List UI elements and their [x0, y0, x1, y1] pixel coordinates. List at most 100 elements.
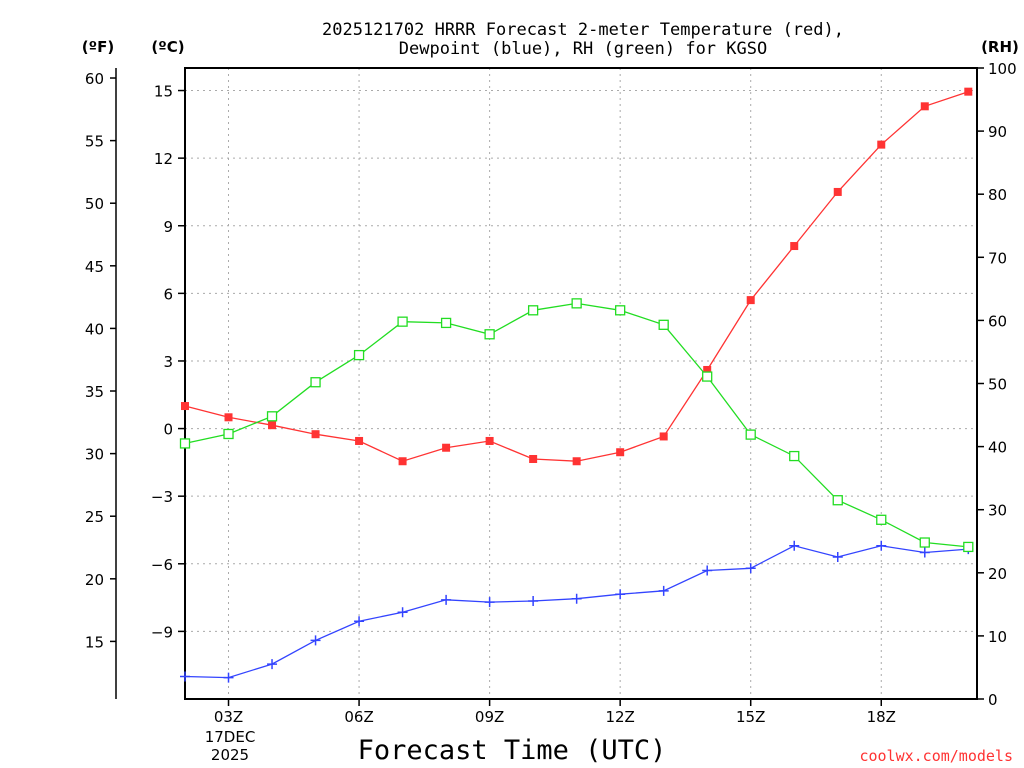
temperature-point — [224, 413, 233, 422]
rh-point — [876, 514, 887, 525]
chart-title-line1: 2025121702 HRRR Forecast 2-meter Tempera… — [322, 20, 844, 40]
rh-point — [832, 495, 843, 506]
rh-tick-label: 30 — [988, 502, 1007, 520]
dewpoint-point — [658, 585, 669, 596]
date-label-day: 17DEC — [205, 728, 256, 746]
x-tick-label: 15Z — [736, 708, 765, 726]
rh-point — [658, 319, 669, 330]
celsius-tick-label: −6 — [151, 556, 173, 574]
rh-point — [615, 305, 626, 316]
temperature-point — [268, 421, 277, 430]
rh-point — [440, 317, 452, 329]
rh-point — [266, 411, 278, 422]
fahrenheit-tick-label: 15 — [85, 633, 104, 651]
dewpoint-line — [184, 545, 969, 679]
celsius-tick-label: 15 — [154, 83, 173, 101]
celsius-tick-label: −3 — [151, 488, 173, 506]
dewpoint-point — [789, 540, 800, 551]
dewpoint-point — [702, 565, 713, 576]
rh-tick-label: 60 — [988, 312, 1007, 330]
rh-point — [527, 305, 539, 316]
rh-point — [919, 537, 930, 548]
rh-point — [963, 541, 974, 553]
temperature-point — [398, 457, 407, 466]
dewpoint-point — [528, 595, 539, 606]
rh-point — [397, 316, 408, 327]
date-label-year: 2025 — [211, 746, 249, 764]
rh-point — [310, 377, 321, 388]
temperature-point — [877, 140, 886, 149]
temperature-point — [964, 87, 973, 96]
dewpoint-point — [615, 589, 626, 600]
dewpoint-point — [354, 616, 365, 627]
temperature-point — [181, 402, 189, 411]
series-layer — [179, 87, 974, 683]
x-tick-label: 18Z — [867, 708, 896, 726]
temperature-point — [659, 432, 668, 441]
rh-point — [789, 450, 800, 462]
fahrenheit-axis: 60 55 50 45 40 35 30 25 20 15 — [85, 70, 116, 651]
dewpoint-point — [745, 563, 756, 574]
x-tick-label: 03Z — [214, 708, 243, 726]
celsius-axis: 15 12 9 6 3 0 −3 −6 −9 — [151, 83, 185, 641]
rh-tick-label: 20 — [988, 565, 1007, 583]
dewpoint-point — [919, 547, 930, 558]
dewpoint-point — [876, 540, 887, 551]
rh-tick-label: 70 — [988, 249, 1007, 267]
temperature-point — [485, 436, 494, 445]
temperature-point — [833, 187, 842, 196]
x-axis: 03Z 06Z 09Z 12Z 15Z 18Z — [214, 699, 896, 726]
celsius-tick-label: 9 — [163, 218, 173, 236]
dewpoint-point — [832, 552, 843, 563]
temperature-point — [920, 102, 929, 111]
celsius-tick-label: 12 — [154, 150, 173, 168]
x-tick-label: 06Z — [344, 708, 373, 726]
rh-point — [484, 329, 495, 340]
celsius-tick-label: 0 — [163, 421, 173, 439]
rh-tick-label: 40 — [988, 439, 1007, 457]
rh-tick-label: 10 — [988, 628, 1007, 646]
dewpoint-point — [397, 607, 408, 618]
fahrenheit-tick-label: 35 — [85, 383, 104, 401]
temperature-point — [311, 430, 320, 439]
fahrenheit-tick-label: 60 — [85, 70, 104, 88]
plot-frame — [184, 67, 978, 700]
credit-label: coolwx.com/models — [859, 747, 1013, 765]
dewpoint-point — [267, 659, 278, 670]
x-tick-label: 12Z — [605, 708, 634, 726]
dewpoint-point — [484, 597, 495, 608]
grid-lines — [185, 68, 977, 699]
rh-point — [571, 298, 582, 309]
temperature-point — [746, 296, 755, 305]
dewpoint-point — [441, 594, 452, 605]
rh-tick-label: 80 — [988, 186, 1007, 204]
temperature-point — [572, 457, 581, 466]
temperature-line — [184, 91, 969, 462]
fahrenheit-tick-label: 50 — [85, 195, 104, 213]
rh-point — [745, 429, 756, 440]
dewpoint-point — [223, 672, 234, 683]
celsius-tick-label: 3 — [163, 353, 173, 371]
fahrenheit-tick-label: 45 — [85, 258, 104, 276]
x-axis-label: Forecast Time (UTC) — [358, 735, 667, 766]
temperature-point — [529, 454, 538, 463]
temperature-point — [442, 443, 451, 452]
fahrenheit-tick-label: 40 — [85, 320, 104, 338]
chart-title-line2: Dewpoint (blue), RH (green) for KGSO — [399, 39, 767, 59]
dewpoint-point — [180, 671, 190, 682]
rh-unit-label: (RH) — [981, 38, 1019, 56]
rh-tick-label: 90 — [988, 123, 1007, 141]
fahrenheit-tick-label: 25 — [85, 508, 104, 526]
celsius-unit-label: (ºC) — [151, 38, 184, 56]
celsius-tick-label: −9 — [151, 623, 173, 641]
celsius-tick-label: 6 — [163, 285, 173, 303]
rh-point — [179, 438, 191, 449]
rh-tick-label: 100 — [988, 60, 1017, 78]
dewpoint-point — [310, 635, 321, 646]
fahrenheit-tick-label: 30 — [85, 446, 104, 464]
fahrenheit-unit-label: (ºF) — [82, 38, 114, 56]
fahrenheit-tick-label: 55 — [85, 133, 104, 151]
fahrenheit-tick-label: 20 — [85, 571, 104, 589]
rh-point — [223, 428, 234, 440]
